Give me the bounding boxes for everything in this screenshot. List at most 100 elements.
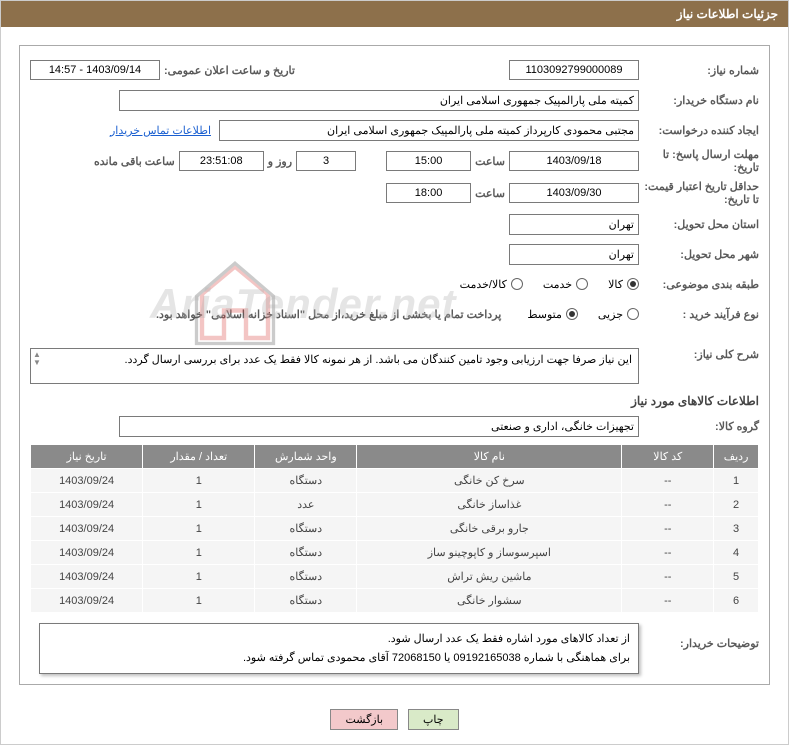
remaining-word: ساعت باقی مانده <box>94 155 175 168</box>
table-header-row: ردیفکد کالانام کالاواحد شمارشتعداد / مقد… <box>31 445 759 469</box>
table-cell: سرخ کن خانگی <box>357 469 622 493</box>
radio-icon <box>566 308 578 320</box>
radio-icon <box>627 308 639 320</box>
creator-label: ایجاد کننده درخواست: <box>639 124 759 137</box>
radio-option[interactable]: کالا <box>608 278 639 291</box>
table-cell: 1403/09/24 <box>31 493 143 517</box>
group-value: تجهیزات خانگی، اداری و صنعتی <box>119 416 639 437</box>
group-label: گروه کالا: <box>639 420 759 433</box>
table-cell: 4 <box>714 541 759 565</box>
table-cell: جارو برقی خانگی <box>357 517 622 541</box>
goods-info-title: اطلاعات کالاهای مورد نیاز <box>30 394 759 408</box>
radio-icon <box>576 278 588 290</box>
summary-content: این نیاز صرفا جهت ارزیابی وجود تامین کنن… <box>125 354 632 366</box>
table-cell: غذاساز خانگی <box>357 493 622 517</box>
city-label: شهر محل تحویل: <box>639 248 759 261</box>
radio-label: متوسط <box>527 308 562 321</box>
process-label: نوع فرآیند خرید : <box>639 308 759 321</box>
radio-label: کالا/خدمت <box>460 278 507 291</box>
summary-label: شرح کلی نیاز: <box>639 348 759 361</box>
table-cell: اسپرسوساز و کاپوچینو ساز <box>357 541 622 565</box>
table-header: ردیف <box>714 445 759 469</box>
days-word: روز و <box>268 155 292 168</box>
table-cell: دستگاه <box>255 589 357 613</box>
table-row: 5--ماشین ریش تراشدستگاه11403/09/24 <box>31 565 759 589</box>
table-row: 6--سشوار خانگیدستگاه11403/09/24 <box>31 589 759 613</box>
radio-label: خدمت <box>543 278 572 291</box>
table-cell: 1 <box>143 565 255 589</box>
table-cell: دستگاه <box>255 565 357 589</box>
panel-header: جزئیات اطلاعات نیاز <box>1 1 788 27</box>
payment-note: پرداخت تمام یا بخشی از مبلغ خرید،از محل … <box>156 308 501 321</box>
validity-time: 18:00 <box>386 183 471 203</box>
buyer-org-label: نام دستگاه خریدار: <box>639 94 759 107</box>
table-cell: -- <box>622 469 714 493</box>
contact-link[interactable]: اطلاعات تماس خریدار <box>110 124 211 137</box>
table-cell: سشوار خانگی <box>357 589 622 613</box>
buyer-org-value: کمیته ملی پارالمپیک جمهوری اسلامی ایران <box>119 90 639 111</box>
goods-table: ردیفکد کالانام کالاواحد شمارشتعداد / مقد… <box>30 444 759 613</box>
print-button[interactable]: چاپ <box>408 709 459 730</box>
content-box: شماره نیاز: 1103092799000089 تاریخ و ساع… <box>19 45 770 685</box>
table-cell: 1403/09/24 <box>31 565 143 589</box>
time-word-1: ساعت <box>475 155 505 168</box>
province-value: تهران <box>509 214 639 235</box>
table-cell: عدد <box>255 493 357 517</box>
table-cell: -- <box>622 517 714 541</box>
table-header: تاریخ نیاز <box>31 445 143 469</box>
req-no-value: 1103092799000089 <box>509 60 639 80</box>
table-cell: 6 <box>714 589 759 613</box>
table-cell: 1 <box>714 469 759 493</box>
table-cell: -- <box>622 493 714 517</box>
table-cell: 1403/09/24 <box>31 517 143 541</box>
table-cell: -- <box>622 589 714 613</box>
province-label: استان محل تحویل: <box>639 218 759 231</box>
table-cell: 1 <box>143 589 255 613</box>
table-cell: 2 <box>714 493 759 517</box>
table-header: نام کالا <box>357 445 622 469</box>
validity-label: حداقل تاریخ اعتبار قیمت: تا تاریخ: <box>639 180 759 206</box>
spinner-icon[interactable]: ▲▼ <box>33 351 41 367</box>
req-no-label: شماره نیاز: <box>639 64 759 77</box>
table-cell: 1 <box>143 517 255 541</box>
table-cell: -- <box>622 541 714 565</box>
radio-option[interactable]: کالا/خدمت <box>460 278 523 291</box>
table-cell: 1403/09/24 <box>31 541 143 565</box>
summary-text[interactable]: این نیاز صرفا جهت ارزیابی وجود تامین کنن… <box>30 348 639 384</box>
validity-date: 1403/09/30 <box>509 183 639 203</box>
radio-option[interactable]: متوسط <box>527 308 578 321</box>
table-cell: 3 <box>714 517 759 541</box>
table-row: 4--اسپرسوساز و کاپوچینو سازدستگاه11403/0… <box>31 541 759 565</box>
buyer-notes-label: توضیحات خریدار: <box>639 623 759 650</box>
table-cell: 1 <box>143 541 255 565</box>
table-row: 3--جارو برقی خانگیدستگاه11403/09/24 <box>31 517 759 541</box>
back-button[interactable]: بازگشت <box>330 709 398 730</box>
table-cell: 1 <box>143 469 255 493</box>
table-header: کد کالا <box>622 445 714 469</box>
details-panel: جزئیات اطلاعات نیاز AriaTender.net شماره… <box>0 0 789 745</box>
deadline-label: مهلت ارسال پاسخ: تا تاریخ: <box>639 148 759 174</box>
button-row: چاپ بازگشت <box>1 699 788 744</box>
creator-value: مجتبی محمودی کارپرداز کمیته ملی پارالمپی… <box>219 120 639 141</box>
announce-value: 1403/09/14 - 14:57 <box>30 60 160 80</box>
remaining-hms: 23:51:08 <box>179 151 264 171</box>
table-cell: دستگاه <box>255 541 357 565</box>
table-cell: دستگاه <box>255 469 357 493</box>
process-group: جزیی متوسط <box>513 308 639 321</box>
radio-label: جزیی <box>598 308 623 321</box>
deadline-date: 1403/09/18 <box>509 151 639 171</box>
announce-label: تاریخ و ساعت اعلان عمومی: <box>164 64 295 77</box>
table-cell: 1403/09/24 <box>31 469 143 493</box>
radio-label: کالا <box>608 278 623 291</box>
table-row: 1--سرخ کن خانگیدستگاه11403/09/24 <box>31 469 759 493</box>
category-label: طبقه بندی موضوعی: <box>639 278 759 291</box>
radio-option[interactable]: خدمت <box>543 278 588 291</box>
city-value: تهران <box>509 244 639 265</box>
radio-option[interactable]: جزیی <box>598 308 639 321</box>
category-group: کالا خدمت کالا/خدمت <box>446 278 639 291</box>
deadline-time: 15:00 <box>386 151 471 171</box>
table-row: 2--غذاساز خانگیعدد11403/09/24 <box>31 493 759 517</box>
table-header: واحد شمارش <box>255 445 357 469</box>
remaining-days: 3 <box>296 151 356 171</box>
time-word-2: ساعت <box>475 187 505 200</box>
